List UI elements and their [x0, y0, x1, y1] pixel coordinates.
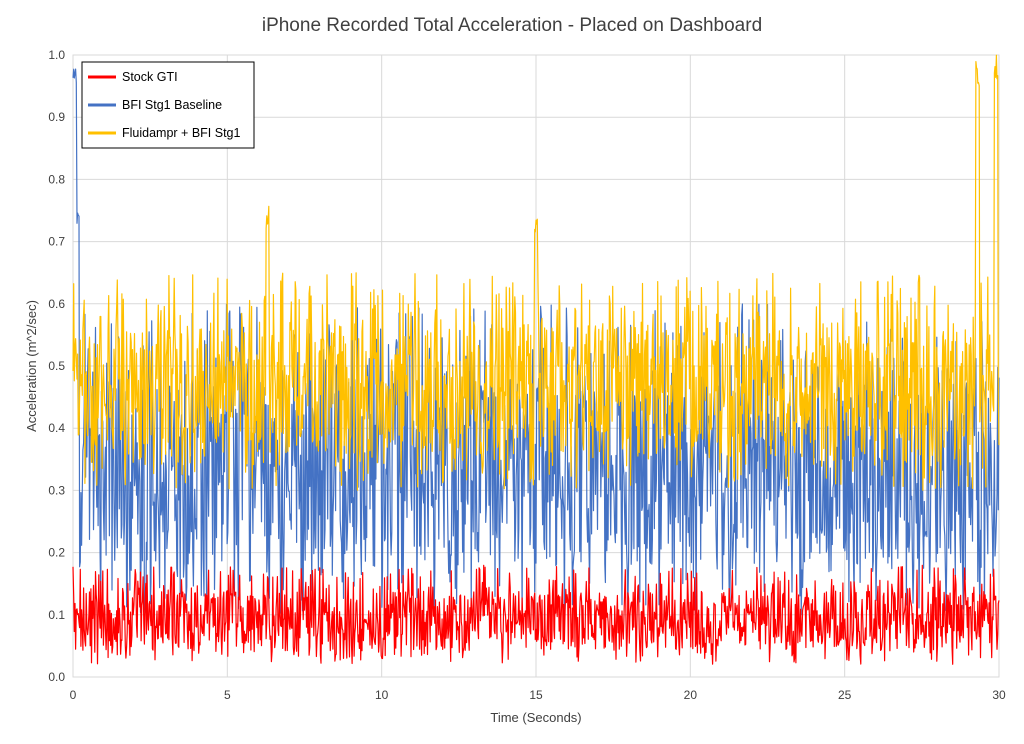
y-tick-label: 0.5 [48, 359, 65, 373]
x-tick-label: 0 [70, 688, 77, 702]
y-tick-label: 0.4 [48, 421, 65, 435]
y-tick-label: 0.9 [48, 110, 65, 124]
chart-title: iPhone Recorded Total Acceleration - Pla… [262, 15, 762, 36]
x-tick-label: 10 [375, 688, 389, 702]
x-tick-label: 30 [992, 688, 1006, 702]
legend-label: Fluidampr + BFI Stg1 [122, 126, 240, 140]
y-tick-label: 0.6 [48, 297, 65, 311]
x-tick-label: 5 [224, 688, 231, 702]
x-tick-label: 15 [529, 688, 543, 702]
y-tick-label: 0.2 [48, 546, 65, 560]
x-axis-title: Time (Seconds) [490, 710, 581, 725]
legend-label: Stock GTI [122, 70, 178, 84]
y-tick-label: 1.0 [48, 48, 65, 62]
x-tick-label: 25 [838, 688, 852, 702]
y-tick-label: 0.1 [48, 608, 65, 622]
y-axis-title: Acceleration (m^2/sec) [24, 300, 39, 432]
series-line-0 [72, 564, 1000, 665]
y-tick-label: 0.3 [48, 483, 65, 497]
series-line-2 [72, 54, 1000, 491]
y-tick-label: 0.7 [48, 235, 65, 249]
x-tick-label: 20 [684, 688, 698, 702]
y-tick-label: 0.0 [48, 670, 65, 684]
legend: Stock GTI BFI Stg1 Baseline Fluidampr + BF… [81, 61, 255, 149]
tick-labels: 0.0 0.1 0.2 0.3 0.4 0.5 0.6 0.7 0.8 0.9 1.0 0 5 10 15 2… [48, 48, 1006, 702]
series-line-1 [72, 68, 1000, 616]
legend-label: BFI Stg1 Baseline [122, 98, 222, 112]
y-tick-label: 0.8 [48, 172, 65, 186]
grid [72, 54, 1000, 678]
series-layer [72, 54, 1000, 665]
